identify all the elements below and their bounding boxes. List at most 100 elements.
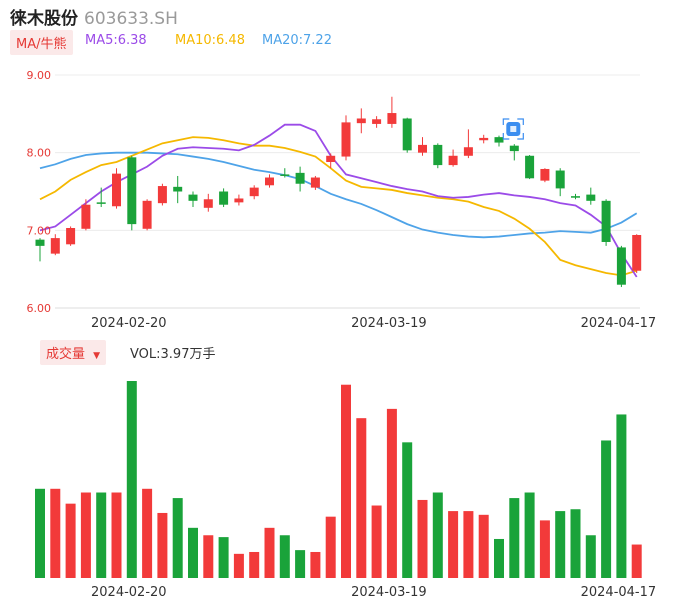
volume-bar [35, 488, 45, 578]
volume-bar [616, 414, 627, 578]
ma5-line [39, 123, 638, 278]
event-marker-icon[interactable] [502, 118, 524, 140]
volume-bar [111, 492, 122, 578]
candle-body [81, 204, 91, 229]
stock-name: 徕木股份 [10, 9, 78, 29]
x-tick-label: 2024-04-17 [581, 316, 657, 331]
candle-body [387, 113, 397, 124]
volume-bar [478, 514, 489, 578]
axis-labels: 9.00 8.00 7.00 6.00 2024-02-20 2024-02-20 2024… [27, 69, 657, 600]
volume-bar [218, 537, 229, 578]
candle-body [372, 119, 382, 124]
candle-body [265, 177, 274, 186]
candle-body [234, 198, 244, 203]
ma10-line [39, 136, 637, 277]
x-tick-label: 2024-03-19 [351, 585, 427, 600]
candle-body [616, 247, 626, 285]
volume-bars [35, 381, 642, 578]
volume-mode-label: 成交量 [46, 347, 86, 362]
candle-body [555, 170, 565, 189]
candle-body [479, 137, 489, 141]
volume-bar [126, 381, 137, 578]
volume-value: VOL:3.97万手 [130, 347, 216, 362]
volume-bar [203, 535, 214, 578]
volume-bar [142, 488, 153, 578]
volume-bar [417, 499, 428, 578]
stock-header: 徕木股份 603633.SH [10, 4, 178, 29]
volume-bar [80, 492, 91, 578]
event-marker-frame [502, 118, 524, 140]
candle-body [433, 144, 443, 166]
candle-body [540, 168, 550, 181]
volume-bar [494, 538, 504, 578]
candle-body [173, 186, 183, 192]
volume-bar [463, 511, 474, 578]
candle-body [157, 186, 167, 204]
x-tick-label: 2024-04-17 [581, 585, 657, 600]
candle-body [402, 118, 412, 151]
candle-body [632, 234, 642, 271]
volume-bar [524, 492, 535, 578]
y-tick-label: 8.00 [27, 147, 52, 160]
volume-bar [509, 498, 520, 578]
candle-body [127, 157, 137, 225]
candle-body [310, 177, 320, 188]
candle-body [249, 187, 259, 197]
volume-bar [631, 544, 642, 578]
candle-body [219, 191, 229, 205]
volume-bar [249, 551, 260, 578]
volume-bar [570, 509, 581, 578]
candle-body [203, 199, 213, 208]
candle-body [280, 174, 290, 176]
candle-body [96, 202, 106, 204]
volume-bar [402, 442, 413, 578]
volume-bar [325, 516, 336, 578]
y-tick-label: 9.00 [27, 69, 52, 82]
candle-body [463, 147, 473, 156]
candle-body [586, 194, 596, 201]
ma20-legend: MA20:7.22 [262, 33, 332, 48]
x-tick-label: 2024-02-20 [91, 585, 167, 600]
candle-body [356, 118, 366, 124]
price-grid [55, 74, 640, 309]
volume-bar [371, 505, 382, 578]
y-tick-label: 7.00 [27, 224, 52, 237]
candle-body [341, 122, 351, 157]
volume-bar [386, 408, 397, 578]
candle-body [571, 196, 580, 198]
candle-body [601, 200, 611, 242]
volume-bar [601, 440, 612, 578]
candle-body [494, 137, 504, 143]
volume-bar [585, 535, 596, 578]
volume-bar [264, 527, 275, 578]
event-marker-glyph [510, 126, 517, 132]
candle-body [326, 155, 336, 162]
x-tick-label: 2024-02-20 [91, 316, 167, 331]
volume-mode-button[interactable]: 成交量 ▼ [40, 340, 107, 365]
volume-bar [448, 511, 459, 578]
volume-bar [233, 553, 244, 578]
volume-bar [96, 492, 107, 578]
candle-body [448, 155, 458, 166]
ma-mode-button[interactable]: MA/牛熊 [10, 30, 73, 55]
volume-bar [341, 384, 351, 578]
volume-bar [65, 503, 76, 578]
candle-body [295, 172, 305, 184]
x-tick-label: 2024-03-19 [351, 316, 427, 331]
volume-bar [356, 418, 367, 578]
candles [35, 96, 642, 288]
y-tick-label: 6.00 [27, 302, 52, 315]
moving-average-lines [39, 123, 638, 278]
volume-bar [279, 535, 290, 578]
volume-bar [188, 527, 198, 578]
candle-body [112, 173, 121, 207]
volume-bar [295, 550, 306, 578]
volume-bar [172, 498, 183, 578]
candle-body [509, 145, 519, 152]
ma5-legend: MA5:6.38 [85, 33, 147, 48]
volume-bar [50, 488, 61, 578]
candle-body [418, 144, 427, 153]
ma10-legend: MA10:6.48 [175, 33, 245, 48]
candle-body [50, 238, 60, 254]
